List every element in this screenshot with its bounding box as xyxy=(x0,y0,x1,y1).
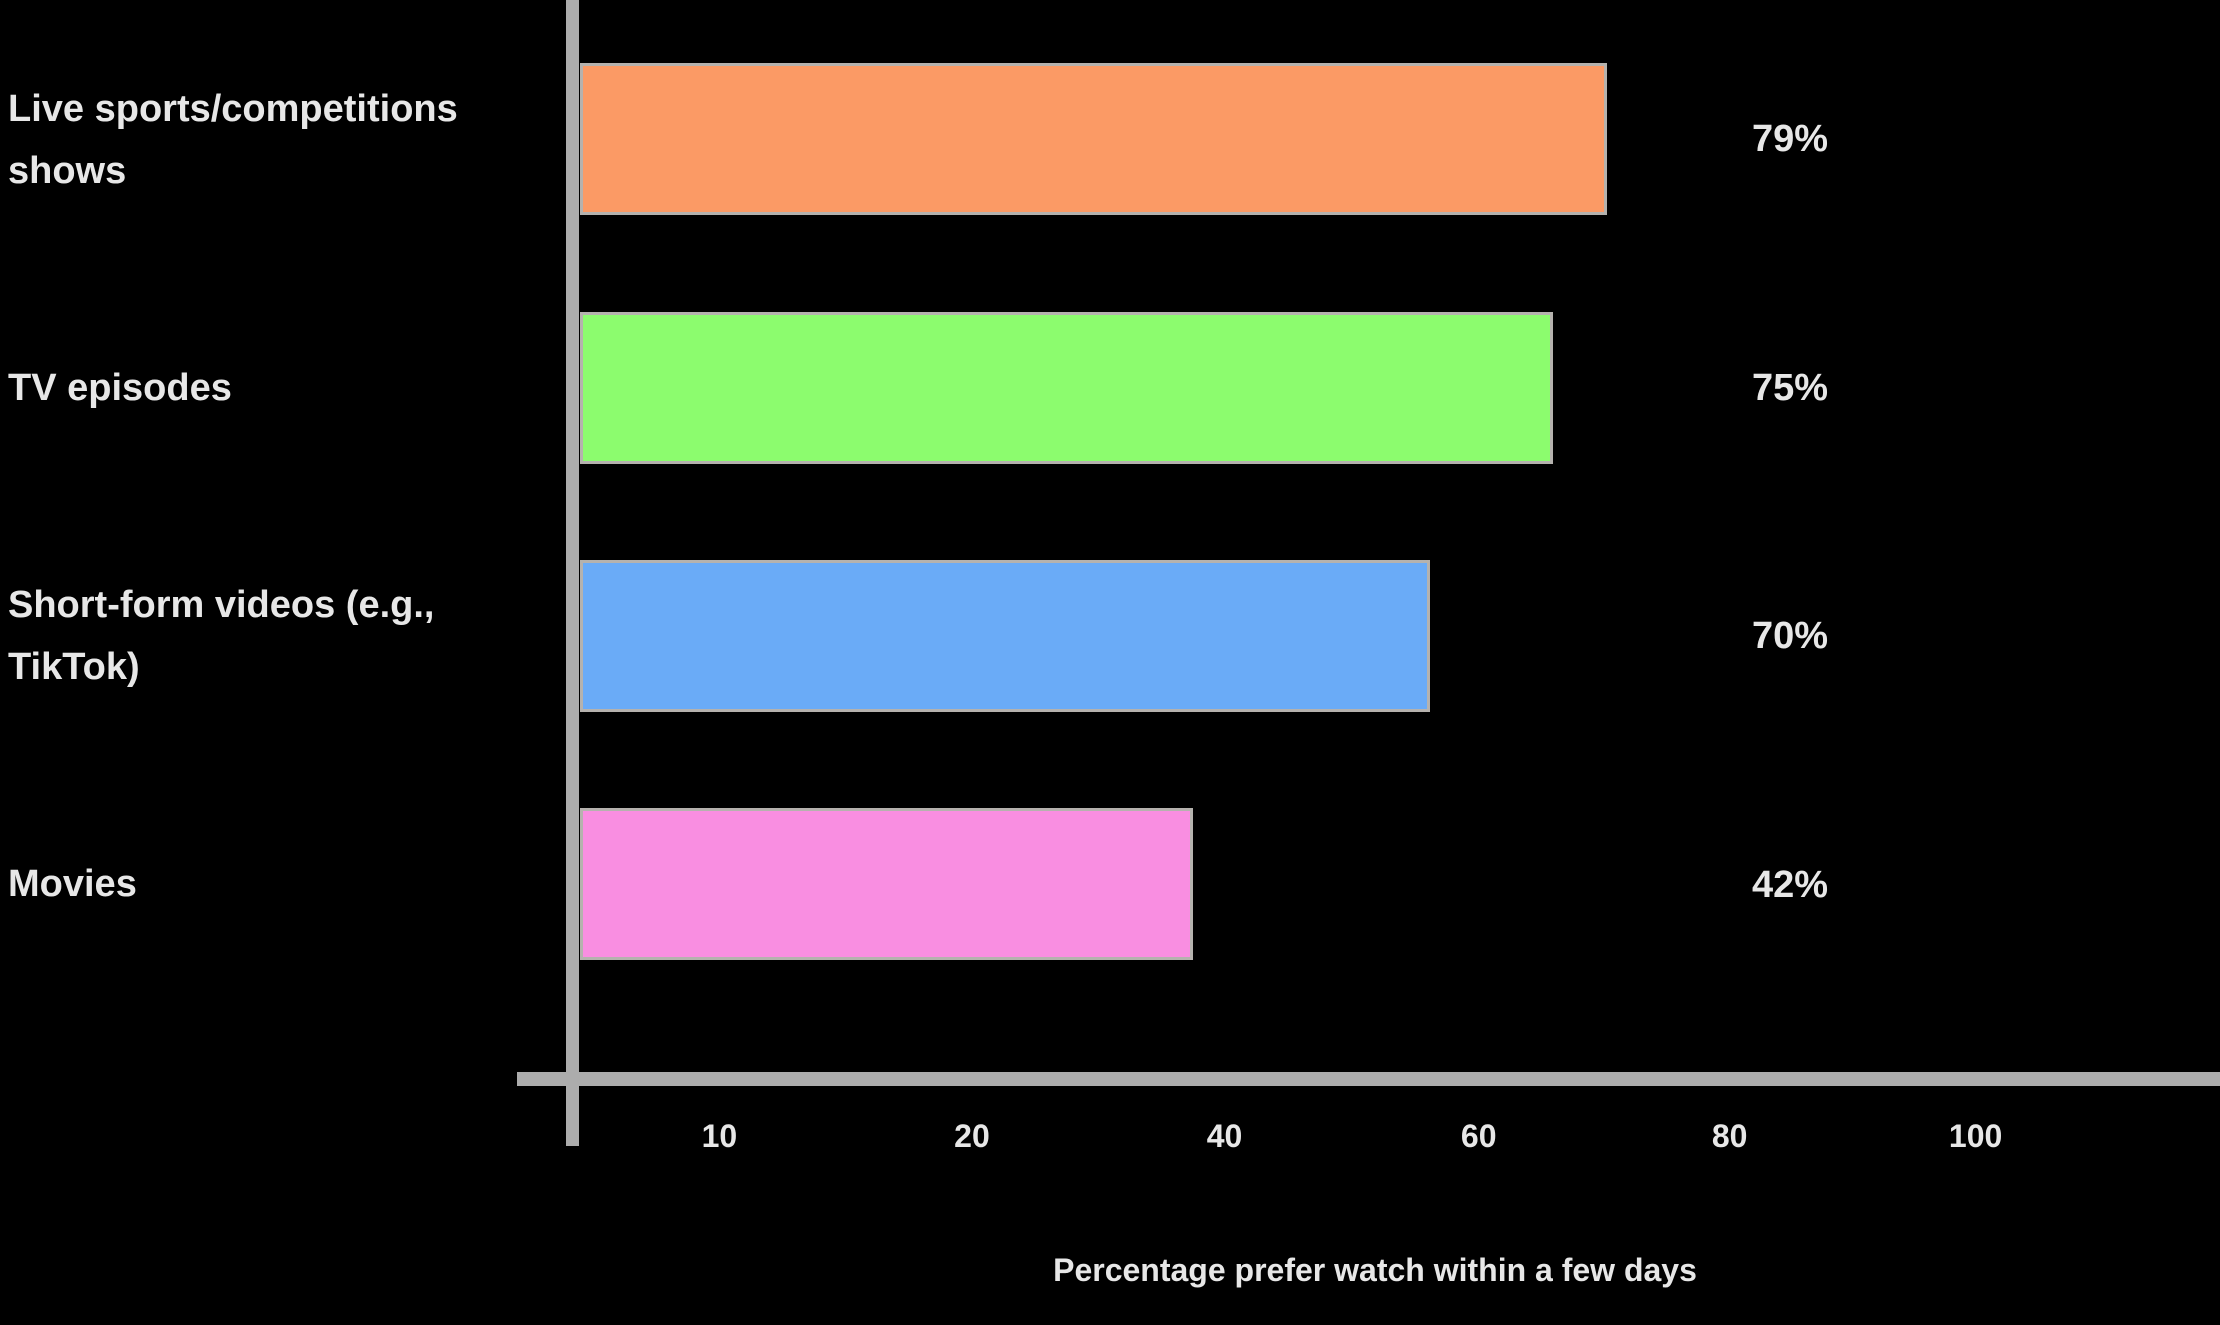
x-tick-label: 60 xyxy=(1460,1118,1497,1154)
bar-live-sports xyxy=(580,63,1607,215)
value-label: 70% xyxy=(1752,615,1829,657)
plot-area: 10 20 40 60 80 100 xyxy=(580,0,2220,1325)
value-label: 42% xyxy=(1752,864,1829,906)
bar-tv-episodes xyxy=(580,312,1553,464)
y-axis-line xyxy=(566,0,579,1146)
x-tick-label: 20 xyxy=(954,1118,990,1154)
x-axis-title: Percentage prefer watch within a few day… xyxy=(1053,1252,1697,1288)
x-axis-line xyxy=(517,1072,2220,1086)
category-label: Live sports/competitions shows xyxy=(8,88,458,192)
value-label: 79% xyxy=(1752,118,1829,160)
category-label: TV episodes xyxy=(8,367,232,409)
category-label: Short-form videos (e.g., TikTok) xyxy=(8,584,435,688)
x-tick-label: 100 xyxy=(1948,1118,2003,1154)
category-label: Movies xyxy=(8,863,137,905)
bar-movies xyxy=(580,808,1194,960)
x-tick-label: 80 xyxy=(1711,1118,1748,1154)
bar-short-form-videos xyxy=(580,560,1430,712)
x-tick-label: 10 xyxy=(701,1118,738,1154)
x-tick-label: 40 xyxy=(1206,1118,1243,1154)
value-label: 75% xyxy=(1752,367,1829,409)
